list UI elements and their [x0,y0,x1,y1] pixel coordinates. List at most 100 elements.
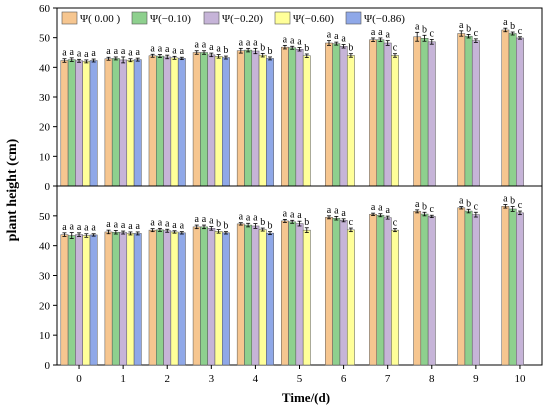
top-significance-letter: a [503,17,508,28]
bottom-significance-letter: a [136,221,141,232]
top-significance-letter: c [474,28,479,39]
top-bar [104,58,113,187]
bottom-bar [148,229,157,366]
bottom-significance-letter: a [106,219,111,230]
bottom-significance-letter: a [172,220,177,231]
top-bar [67,59,76,187]
top-bar [214,56,223,187]
bottom-bar [244,224,253,366]
top-significance-letter: a [253,37,258,48]
bottom-bar [119,232,128,366]
top-significance-letter: a [246,37,251,48]
top-bar [369,39,377,187]
top-bar [281,46,289,187]
x-tick-label: 2 [164,373,170,385]
bottom-bar [332,217,341,366]
bottom-significance-letter: c [430,204,435,215]
bottom-significance-letter: a [70,222,75,233]
bottom-y-tick-label: 10 [39,330,51,342]
bottom-significance-letter: a [121,220,126,231]
legend-label: Ψ(−0.20) [222,13,263,25]
bottom-significance-letter: a [114,219,119,230]
bottom-significance-letter: c [474,201,479,212]
bottom-bar [177,232,186,366]
bottom-bar [170,231,179,366]
bottom-significance-letter: a [62,222,67,233]
x-tick-label: 10 [514,373,526,385]
top-bar [471,40,480,187]
bottom-significance-letter: b [268,221,273,232]
bottom-significance-letter: b [510,196,515,207]
bottom-bar [281,220,289,366]
top-significance-letter: a [62,48,67,59]
bottom-significance-letter: b [422,201,427,212]
x-tick-label: 9 [473,373,479,385]
top-significance-letter: a [84,49,89,60]
bottom-significance-letter: a [503,193,508,204]
bottom-y-tick-label: 30 [39,271,51,283]
top-significance-letter: a [290,35,295,46]
legend: Ψ( 0.00 ) Ψ(−0.10) Ψ(−0.20) Ψ(−0.60) Ψ(−0.86… [61,11,405,25]
top-bar [89,60,98,187]
bottom-bar [464,210,473,366]
bottom-significance-letter: a [283,208,288,219]
top-bar [244,49,253,187]
bottom-significance-letter: c [349,217,354,228]
top-significance-letter: b [304,43,309,54]
bottom-bar [369,214,377,366]
top-significance-letter: a [297,36,302,47]
top-bar [413,36,422,187]
bottom-y-tick-label: 50 [39,211,51,223]
top-significance-letter: a [378,27,383,38]
bottom-bar [200,226,208,366]
bottom-significance-letter: a [77,222,82,233]
bottom-bar [126,233,135,366]
bottom-significance-letter: a [327,205,332,216]
top-bar [391,55,399,187]
top-bar [60,60,69,187]
top-significance-letter: b [223,45,228,56]
top-bar [148,55,157,187]
top-bar [222,57,230,187]
top-significance-letter: a [209,42,214,53]
bottom-bar [501,206,510,366]
bottom-bar [251,225,260,366]
bottom-significance-letter: a [180,221,185,232]
top-bar [376,39,385,187]
top-bar [236,50,245,187]
bottom-y-tick-label: 0 [45,360,51,372]
bottom-significance-letter: b [216,219,221,230]
top-bar [156,55,164,187]
bottom-bar [508,208,517,366]
bottom-significance-letter: a [158,217,163,228]
top-bar [111,58,120,187]
top-significance-letter: a [172,45,177,56]
bottom-bar [302,229,311,366]
top-significance-letter: a [341,33,346,44]
x-axis: 0 1 2 3 4 5 6 7 8 9 10 [76,365,526,385]
bottom-significance-letter: a [165,218,170,229]
top-significance-letter: a [165,44,170,55]
bottom-bar [163,230,172,366]
bottom-bar [383,217,392,366]
top-bar [177,58,186,187]
top-significance-letter: b [348,43,353,54]
bottom-bar [156,229,164,366]
top-significance-letter: a [77,48,82,59]
x-tick-label: 0 [76,373,82,385]
x-tick-label: 7 [385,373,391,385]
bottom-significance-letter: a [341,208,346,219]
top-significance-letter: c [430,28,435,39]
bottom-bar [346,229,355,366]
bottom-bar [376,214,385,366]
top-significance-letter: b [510,21,515,32]
legend-swatch [203,11,220,25]
x-tick-label: 1 [120,373,126,385]
top-y-tick-label: 40 [39,62,51,74]
top-bar [288,47,297,187]
legend-swatch [131,11,148,25]
bottom-bar [75,234,83,366]
x-tick-label: 4 [253,373,259,385]
bottom-significance-letter: b [466,198,471,209]
top-bar [207,54,216,187]
